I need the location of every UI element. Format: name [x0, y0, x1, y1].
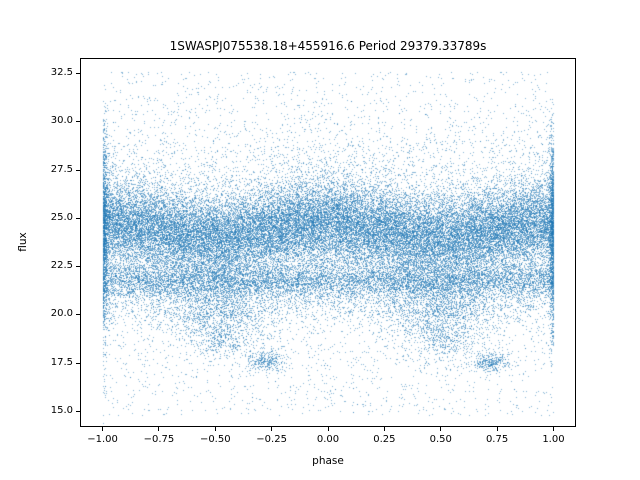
- y-tick-mark: [76, 121, 80, 123]
- y-tick-label: 30.0: [50, 115, 73, 127]
- y-tick-mark: [76, 72, 80, 74]
- chart-title: 1SWASPJ075538.18+455916.6 Period 29379.3…: [169, 39, 487, 53]
- y-tick-mark: [76, 411, 80, 413]
- y-tick-label: 25.0: [50, 211, 73, 223]
- y-tick-mark: [76, 362, 80, 364]
- x-tick-mark: [158, 427, 160, 431]
- y-tick-label: 17.5: [50, 356, 73, 368]
- x-tick-label: −0.25: [256, 434, 287, 445]
- x-axis-label: phase: [312, 455, 344, 467]
- x-tick-mark: [383, 427, 385, 431]
- x-tick-mark: [552, 427, 554, 431]
- y-tick-mark: [76, 314, 80, 316]
- x-tick-label: 1.00: [542, 434, 565, 445]
- y-tick-label: 32.5: [50, 66, 73, 78]
- x-tick-label: −0.50: [199, 434, 231, 445]
- x-tick-label: 0.00: [316, 434, 340, 445]
- x-tick-mark: [440, 427, 442, 431]
- y-tick-label: 15.0: [50, 405, 73, 417]
- x-tick-label: −0.75: [143, 434, 175, 445]
- y-tick-mark: [76, 217, 80, 219]
- x-tick-label: 0.75: [485, 434, 509, 445]
- x-tick-mark: [327, 427, 329, 431]
- x-tick-label: 0.50: [429, 434, 452, 445]
- y-tick-label: 20.0: [50, 308, 73, 320]
- y-tick-label: 27.5: [50, 163, 73, 175]
- y-tick-label: 22.5: [50, 260, 73, 272]
- x-tick-mark: [271, 427, 273, 431]
- x-tick-label: 0.25: [373, 434, 396, 445]
- y-tick-mark: [76, 266, 80, 268]
- y-axis-label: flux: [17, 232, 29, 252]
- y-tick-mark: [76, 169, 80, 171]
- x-tick-mark: [102, 427, 104, 431]
- x-tick-mark: [214, 427, 216, 431]
- x-tick-label: −1.00: [87, 434, 118, 445]
- x-tick-mark: [496, 427, 498, 431]
